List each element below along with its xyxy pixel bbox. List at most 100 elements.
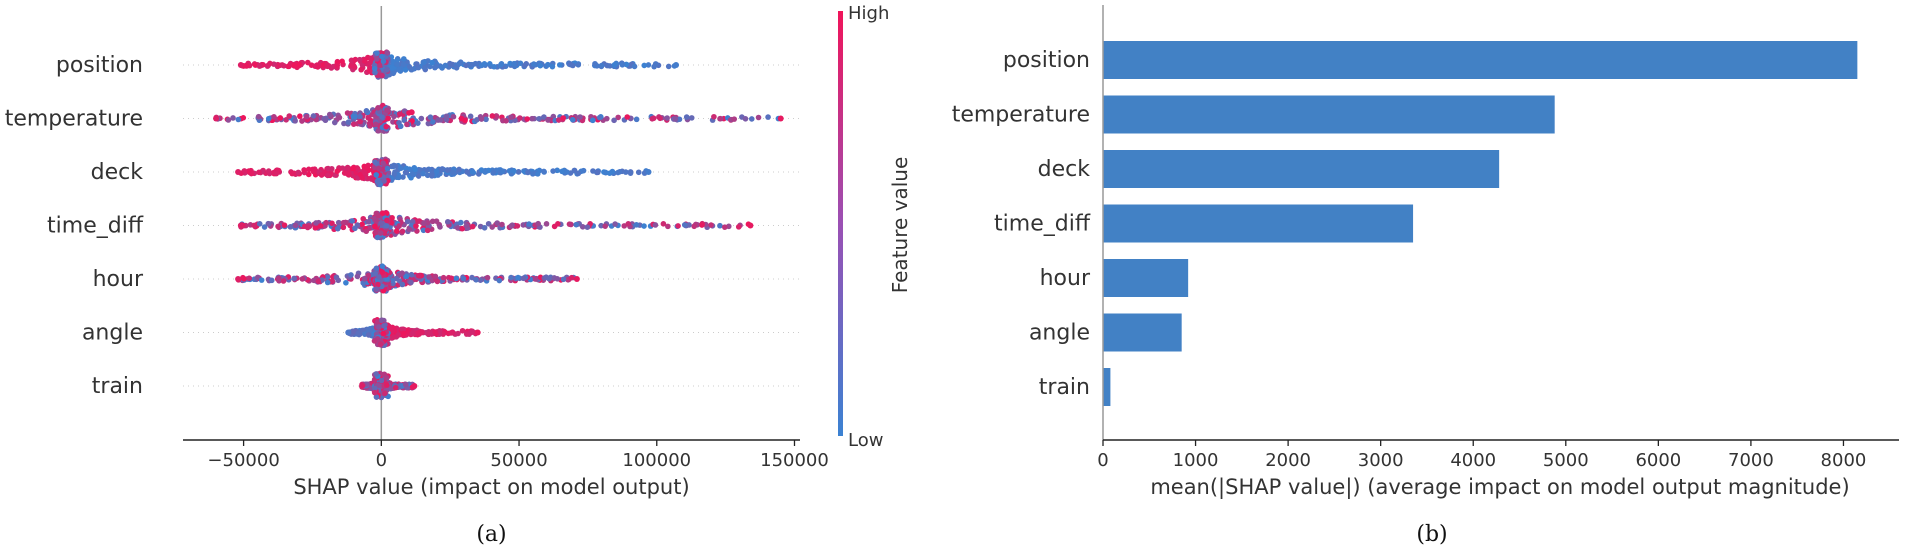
shap-point [376,324,382,330]
shap-point-min [235,169,242,175]
shap-point [361,169,368,175]
feature-label: deck [91,160,144,185]
shap-point [357,113,363,120]
shap-point [612,221,618,227]
bar-hour [1103,259,1189,297]
shap-point-max [645,169,652,175]
shap-point [281,222,288,228]
shap-point [318,172,325,178]
shap-point [356,56,363,63]
shap-point [305,166,312,173]
x-tick-label: 1000 [1173,450,1219,471]
shap-point [467,113,474,120]
shap-point-min [213,115,220,122]
shap-point [499,168,506,174]
shap-point [377,341,384,347]
shap-point [691,223,697,230]
shap-point [569,116,576,123]
shap-point [437,224,443,230]
shap-point [432,329,438,335]
shap-point [503,117,509,124]
shap-point [315,278,322,285]
feature-points-train [359,370,418,401]
shap-point [580,167,587,174]
shap-point [735,224,742,230]
shap-point [373,218,380,225]
shap-point [383,223,390,229]
shap-point-max [673,62,680,68]
shap-point [721,224,728,230]
shap-point [699,222,705,228]
shap-point [631,63,638,70]
shap-point [672,116,679,122]
shap-point [473,276,479,283]
shap-point [427,114,434,121]
shap-point [391,113,397,120]
shap-point [568,274,575,281]
shap-point [598,62,605,69]
shap-point [334,62,341,69]
shap-point [373,286,380,292]
shap-point [397,123,404,130]
shap-point [496,277,503,284]
shap-point [273,170,280,177]
shap-point [474,117,480,123]
shap-point [374,56,380,62]
shap-point [499,221,505,228]
shap-point [708,222,714,228]
feature-points-angle [345,317,481,349]
shap-point [602,223,609,229]
x-tick-label: −50000 [207,450,279,471]
shap-point [560,276,567,283]
shap-point [546,276,552,282]
shap-point [384,50,391,56]
shap-point [368,175,375,181]
shap-point [478,116,485,122]
shap-point [573,221,580,228]
shap-point [717,222,723,229]
shap-point [292,118,298,124]
shap-point [635,169,642,176]
shap-point [372,223,378,230]
shap-point [380,330,387,337]
shap-point [657,115,663,122]
shap-point [607,63,613,69]
shap-point [350,165,356,172]
shap-point [524,116,530,122]
shap-point-max [411,383,418,389]
bar-time_diff [1103,204,1414,243]
shap-point [265,221,272,227]
shap-point [380,58,387,65]
shap-point-min [235,276,242,282]
shap-point [251,222,257,229]
feature-points-temperature [213,102,784,134]
shap-point [541,114,547,120]
shap-point [429,59,435,66]
shap-point [510,167,517,174]
shap-point [535,220,541,227]
feature-label: temperature [5,107,143,132]
shap-point [472,60,479,67]
shap-point [543,221,550,227]
shap-point [358,66,364,73]
shap-point [382,390,388,397]
shap-point [372,270,379,277]
shap-point [443,113,450,120]
bar-angle [1103,313,1182,352]
shap-point [515,274,521,281]
shap-point [241,276,247,282]
feature-label: angle [82,321,143,346]
shap-point [301,167,307,173]
x-ticks: −50000 0 50000 100000 150000 [207,440,829,471]
shap-point [619,61,626,68]
shap-point [615,169,621,176]
shap-point [328,165,335,172]
shap-point [361,275,368,282]
shap-point [422,64,428,70]
shap-point [396,223,402,229]
shap-point [350,121,357,127]
shap-point [514,223,521,229]
shap-point [285,63,291,70]
shap-point [430,119,436,125]
